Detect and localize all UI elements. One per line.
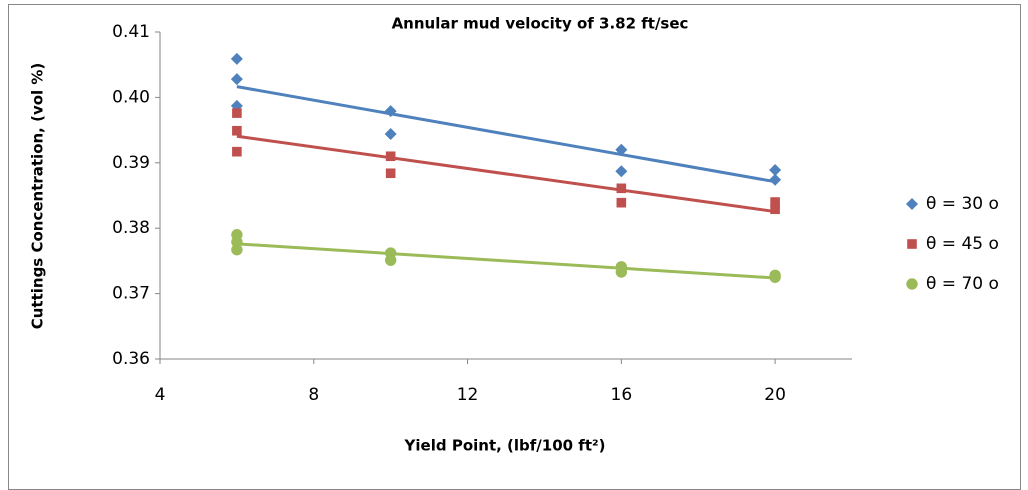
marker [616,197,627,208]
trendline [236,242,776,280]
trendline [236,134,776,214]
legend-marker [907,239,917,249]
marker [232,146,242,157]
marker [384,128,397,141]
marker [385,168,396,179]
legend-label: θ = 45 o [926,234,999,254]
chart-title: Annular mud velocity of 3.82 ft/sec [392,15,689,33]
chart-border [8,4,1021,490]
x-tick-label: 20 [764,385,786,405]
x-axis-label: Yield Point, (lbf/100 ft²) [404,437,606,455]
marker [231,236,243,248]
y-axis-label: Cuttings Concentration, (vol %) [29,63,47,330]
marker [770,204,780,215]
marker [769,271,781,283]
marker [616,183,627,194]
marker [615,165,628,178]
y-tick-label: 0.37 [112,284,150,304]
trendline [236,85,776,184]
marker [769,163,782,176]
x-tick-label: 8 [308,385,319,405]
marker [769,173,782,186]
marker [615,143,628,156]
marker [384,105,397,118]
y-tick-label: 0.41 [112,22,150,42]
marker [385,151,396,162]
x-tick-label: 16 [611,385,633,405]
y-tick-label: 0.39 [112,153,150,173]
marker [230,73,243,86]
legend-label: θ = 70 o [926,274,999,294]
legend-marker [906,278,918,290]
y-tick-label: 0.36 [112,349,150,369]
y-tick-label: 0.38 [112,218,150,238]
x-tick-label: 12 [457,385,479,405]
marker [770,197,780,207]
legend-marker [906,198,918,210]
y-tick-label: 0.40 [112,87,150,107]
marker [615,266,628,278]
marker [232,108,242,118]
marker [230,52,243,65]
legend-label: θ = 30 o [926,194,999,214]
x-tick-label: 4 [155,385,166,405]
marker [232,125,242,136]
marker [384,254,397,266]
marker [231,244,243,256]
